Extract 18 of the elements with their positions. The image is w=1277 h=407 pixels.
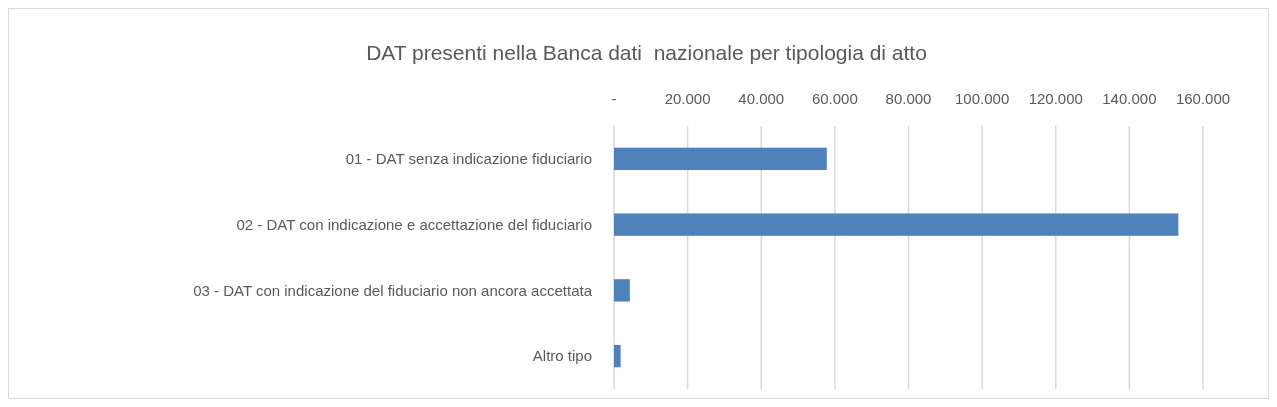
x-tick-label: 100.000 <box>955 90 1010 107</box>
y-tick-label: 02 - DAT con indicazione e accettazione del fiduciario <box>236 215 592 233</box>
x-tick-label: - <box>611 90 617 107</box>
x-tick-label: 40.000 <box>738 90 785 107</box>
bar <box>614 213 1179 236</box>
x-tick-label: 120.000 <box>1028 90 1083 107</box>
y-tick-label: Altro tipo <box>532 347 592 365</box>
bar <box>614 344 621 368</box>
x-tick-label: 80.000 <box>885 90 932 107</box>
x-tick-label: 160.000 <box>1175 90 1231 107</box>
bar <box>614 147 827 171</box>
x-tick-label: 140.000 <box>1102 90 1157 107</box>
x-tick-label: 20.000 <box>664 90 711 107</box>
y-tick-label: 03 - DAT con indicazione del fiduciario non ancora accettata <box>193 281 593 299</box>
x-tick-label: 60.000 <box>811 90 858 107</box>
chart-title: DAT presenti nella Banca dati nazionale per tipologia di atto <box>366 41 927 64</box>
bar <box>614 279 630 302</box>
y-tick-label: 01 - DAT senza indicazione fiduciario <box>345 150 592 168</box>
